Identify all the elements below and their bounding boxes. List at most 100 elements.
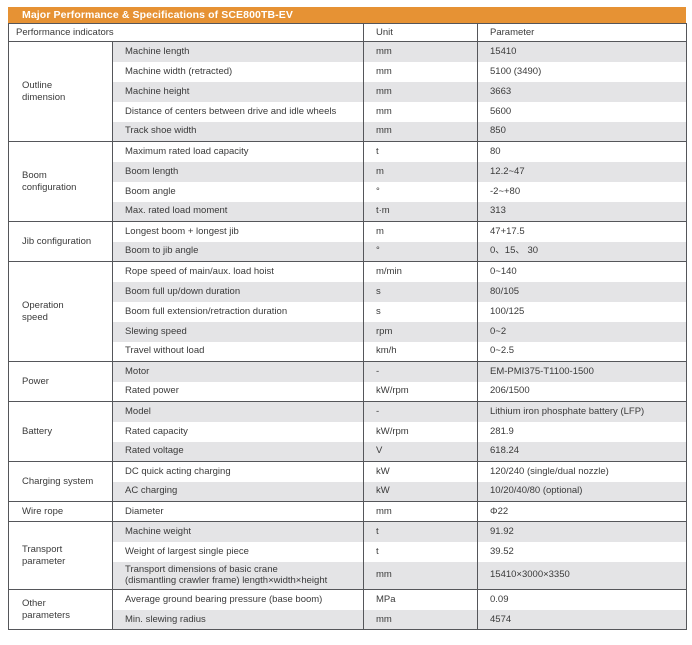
parameter-cell: 5100 (3490) [490, 65, 542, 77]
indicator-cell: Average ground bearing pressure (base bo… [112, 589, 364, 610]
table-row: Wire rope Diameter mm Φ22 [8, 501, 687, 522]
unit-cell: MPa [363, 589, 478, 610]
category-cell: Battery [8, 401, 113, 462]
table-row: Rated power kW/rpm 206/1500 [9, 381, 687, 402]
indicator-cell: Rope speed of main/aux. load hoist [112, 261, 364, 282]
indicator-cell: Max. rated load moment [112, 201, 364, 222]
indicator-cell: Weight of largest single piece [112, 541, 364, 562]
indicator-cell: AC charging [112, 481, 364, 502]
unit-cell: mm [363, 121, 478, 142]
table-title-bar: Major Performance & Specifications of SC… [8, 7, 686, 23]
col-header-unit: Unit [363, 23, 478, 42]
parameter-cell: 0~2.5 [490, 345, 515, 357]
parameter-cell: 39.52 [490, 545, 514, 557]
table-row: Boom to jib angle ° 0、15、 30 [9, 241, 687, 262]
category-cell: Other parameters [8, 589, 113, 630]
unit-cell: s [363, 301, 478, 322]
table-row: Travel without load km/h 0~2.5 [9, 341, 687, 362]
table-row: Boom length m 12.2~47 [9, 161, 687, 182]
parameter-cell: 15410 [477, 41, 687, 62]
unit-cell: kW/rpm [363, 381, 478, 402]
table-row: Rated voltage V 618.24 [9, 441, 687, 462]
table-row: Distance of centers between drive and id… [9, 101, 687, 122]
parameter-cell: 0~2 [477, 321, 687, 342]
unit-cell: kW [363, 481, 478, 502]
spec-table-body: Outline dimension Machine length mm 15410 Ma… [8, 41, 687, 630]
indicator-cell: Maximum rated load capacity [112, 141, 364, 162]
parameter-cell: 120/240 (single/dual nozzle) [477, 461, 687, 482]
unit-cell: km/h [363, 341, 478, 362]
category-cell: Charging system [8, 461, 113, 502]
parameter-cell: 10/20/40/80 (optional) [477, 481, 687, 502]
table-row: Other parameters Average ground bearing p… [8, 589, 687, 630]
unit-cell: - [363, 361, 478, 382]
indicator-cell: Motor [112, 361, 364, 382]
indicator-cell: Longest boom + longest jib [112, 221, 364, 242]
unit-cell: V [363, 441, 478, 462]
table-row: Operation speed Rope speed of main/aux. l… [8, 261, 687, 362]
unit-cell: m [363, 161, 478, 182]
parameter-cell: Φ22 [477, 501, 687, 522]
parameter-cell: 0.09 [477, 589, 687, 610]
indicator-cell: Rated capacity [112, 421, 364, 442]
parameter-cell: 0~140 [477, 261, 687, 282]
indicator-cell: Boom length [112, 161, 364, 182]
indicator-cell: Machine height [112, 81, 364, 102]
table-row: Machine width (retracted) mm 5100 (3490) [9, 61, 687, 82]
category-cell: Jib configuration [8, 221, 113, 262]
parameter-cell: 281.9 [490, 425, 514, 437]
indicator-cell: DC quick acting charging [112, 461, 364, 482]
category-cell: Boom configuration [8, 141, 113, 222]
table-row: Boom full up/down duration s 80/105 [9, 281, 687, 302]
indicator-cell: Rated power [112, 381, 364, 402]
col-header-performance-indicators: Performance indicators [8, 23, 364, 42]
category-cell: Outline dimension [8, 41, 113, 142]
unit-cell: mm [363, 81, 478, 102]
parameter-cell: 80 [477, 141, 687, 162]
unit-cell: ° [363, 241, 478, 262]
indicator-cell: Slewing speed [112, 321, 364, 342]
category-cell: Operation speed [8, 261, 113, 362]
unit-cell: kW [363, 461, 478, 482]
parameter-cell: 47+17.5 [477, 221, 687, 242]
parameter-cell: 100/125 [490, 305, 525, 317]
parameter-cell: 15410×3000×3350 [477, 561, 687, 590]
parameter-cell: -2~+80 [490, 185, 521, 197]
indicator-cell: Boom full up/down duration [112, 281, 364, 302]
unit-cell: mm [363, 61, 478, 82]
unit-cell: mm [363, 561, 478, 590]
table-row: Charging system DC quick acting charging k… [8, 461, 687, 502]
unit-cell: s [363, 281, 478, 302]
table-row: Weight of largest single piece t 39.52 [9, 541, 687, 562]
indicator-cell: Machine length [112, 41, 364, 62]
indicator-cell: Rated voltage [112, 441, 364, 462]
table-row: Track shoe width mm 850 [9, 121, 687, 142]
spec-grid: Performance indicators Unit Parameter Ou… [8, 23, 687, 631]
category-cell: Transport parameter [8, 520, 113, 590]
unit-cell: t [363, 541, 478, 562]
parameter-cell: 80/105 [477, 281, 687, 302]
spec-table: Major Performance & Specifications of SC… [8, 7, 687, 631]
parameter-cell: 313 [477, 201, 687, 222]
unit-cell: m/min [363, 261, 478, 282]
unit-cell: - [363, 401, 478, 422]
category-cell: Wire rope [8, 501, 113, 522]
unit-cell: m [363, 221, 478, 242]
unit-cell: t [363, 141, 478, 162]
parameter-cell: 3663 [477, 81, 687, 102]
parameter-cell: 5600 [490, 105, 512, 117]
category-cell: Power [8, 361, 113, 402]
table-row: Machine height mm 3663 [9, 81, 687, 102]
table-row: Boom configuration Maximum rated load cap… [8, 141, 687, 222]
unit-cell: t [363, 521, 478, 542]
unit-cell: kW/rpm [363, 421, 478, 442]
unit-cell: mm [363, 609, 478, 630]
unit-cell: mm [363, 101, 478, 122]
parameter-cell: Lithium iron phosphate battery (LFP) [477, 401, 687, 422]
parameter-cell: 12.2~47 [477, 161, 687, 182]
parameter-cell: EM-PMI375-T1100-1500 [477, 361, 687, 382]
column-header-row: Performance indicators Unit Parameter [8, 23, 687, 42]
table-row: Boom angle ° -2~+80 [9, 181, 687, 202]
table-row: Jib configuration Longest boom + longest … [8, 221, 687, 262]
